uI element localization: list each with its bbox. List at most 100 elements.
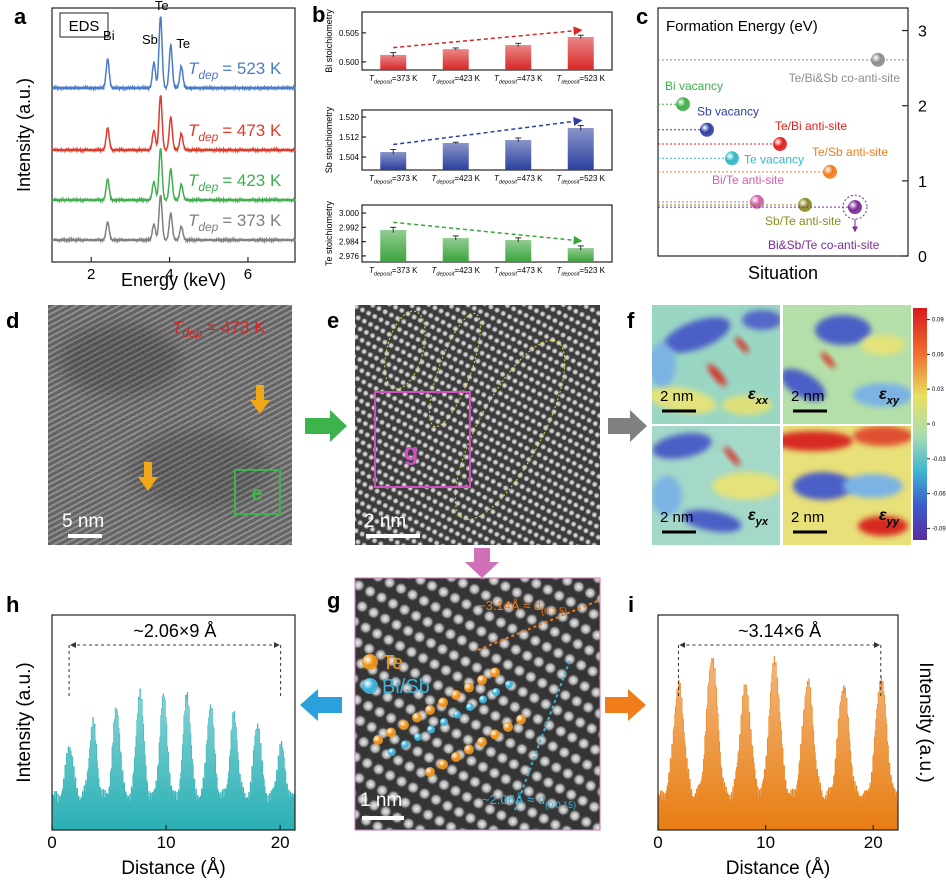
x-tick-label: 4 (165, 266, 173, 283)
atom (386, 727, 396, 738)
period-annotation: ~2.06×9 Å (133, 621, 216, 641)
category-label: Tdeposit=523 K (556, 266, 605, 277)
strain-region (652, 476, 682, 516)
strain-component-part: yx (755, 516, 769, 528)
strain-region (815, 315, 871, 345)
strain-region (735, 337, 749, 353)
panel-label: f (627, 308, 635, 333)
spacing-label: ~3.14Å ≈ d(0 1 5) (478, 598, 567, 616)
panel-label: e (327, 308, 339, 333)
y-axis-label: Sb stoichiometry (324, 106, 334, 173)
strain-region (682, 509, 742, 533)
defect-region (429, 312, 481, 428)
category-label: Tdeposit=373 K (369, 74, 418, 85)
bar (442, 49, 469, 70)
strain-region (722, 395, 772, 415)
strain-component-part: ε (748, 507, 756, 524)
atom (388, 748, 396, 756)
panel-label: g (327, 588, 340, 613)
atom (440, 718, 448, 726)
legend-text: Te (382, 652, 403, 674)
point-label: Bi vacancy (665, 79, 723, 93)
zoom-box-label: g (404, 439, 419, 466)
temp-value: = 473 K (206, 318, 266, 337)
category-label-part: deposit (561, 179, 579, 185)
strain-region (652, 386, 717, 414)
category-label-part: deposit (374, 271, 392, 277)
series-label: Tdep = 473 K (188, 121, 282, 144)
series-label-part: dep (198, 130, 218, 144)
category-label-part: deposit (499, 271, 517, 277)
series-label: Tdep = 423 K (188, 171, 282, 194)
x-tick-label: 10 (756, 833, 775, 852)
strain-component-part: xy (886, 395, 900, 407)
trend-arrow (393, 116, 583, 146)
category-label-part: =473 K (517, 266, 543, 275)
category-label: Tdeposit=373 K (369, 266, 418, 277)
point-label: Sb vacancy (697, 105, 759, 119)
y-tick-label: 2.976 (339, 252, 360, 261)
atom (477, 737, 487, 747)
panel-label: c (636, 4, 648, 29)
strain-region (663, 317, 731, 353)
point-label: Te/Sb anti-site (812, 145, 888, 159)
plane-guide (477, 599, 601, 651)
category-label-part: =423 K (454, 74, 480, 83)
plane-index: (0 0 15) (545, 800, 576, 810)
tem-image-d: Tdep = 473 K e 5 nm d (6, 305, 292, 545)
scale-bar-label: 2 nm (660, 388, 693, 405)
point-label: Sb/Te anti-site (765, 214, 841, 228)
y-tick-label: 0.500 (339, 58, 360, 67)
atom (490, 729, 500, 740)
x-tick-label: 0 (653, 833, 662, 852)
point-label: Te/Bi anti-site (775, 119, 847, 133)
x-tick-label: 0 (47, 833, 56, 852)
series-label-part: = 473 K (222, 121, 282, 140)
highlight-ring (842, 194, 868, 220)
category-label-part: =473 K (517, 74, 543, 83)
strain-map: 2 nm εxx (652, 305, 780, 424)
strain-component-part: xx (755, 395, 769, 407)
x-tick-label: 20 (864, 833, 883, 852)
data-point (676, 97, 690, 112)
spacing-value: ~3.14Å ≈ d (478, 598, 541, 613)
category-label-part: =373 K (392, 74, 418, 83)
category-label-part: deposit (436, 79, 454, 85)
strain-region (853, 383, 911, 407)
spectrum (51, 95, 296, 154)
temp-symbol: T (172, 318, 184, 337)
temp-subscript: dep (182, 326, 202, 340)
strain-component-part: ε (879, 507, 887, 524)
strain-component: εyy (879, 507, 900, 528)
intensity-profile (657, 656, 899, 831)
atom (412, 712, 422, 723)
atom (490, 667, 500, 678)
atom (414, 733, 422, 741)
x-tick-label: 2 (87, 266, 95, 283)
data-point (823, 164, 837, 179)
bar (567, 128, 594, 170)
legend-box (59, 12, 109, 38)
colorbar-tick-label: 0.03 (932, 387, 944, 393)
zoom-box-label: e (251, 483, 262, 505)
x-axis-label: Distance (Å) (121, 858, 226, 879)
category-label: Tdeposit=473 K (494, 266, 543, 277)
bar (505, 240, 532, 262)
peak-label: Bi (103, 28, 115, 43)
category-label-part: deposit (499, 79, 517, 85)
plot-frame (361, 109, 613, 171)
series-label-part: = 373 K (222, 211, 282, 230)
scale-bar-label: 1 nm (360, 790, 402, 811)
plot-frame (657, 7, 909, 257)
flow-arrow (305, 410, 347, 442)
strain-region (742, 310, 780, 330)
category-label-part: deposit (374, 179, 392, 185)
series-label: Tdep = 523 K (188, 59, 282, 82)
y-tick-label: 1 (918, 174, 927, 191)
flow-arrow (608, 410, 647, 442)
peak-label: Sb (142, 32, 158, 47)
series-label-part: T (188, 121, 200, 140)
strain-component: εyx (748, 507, 769, 528)
spectrum (51, 16, 296, 93)
